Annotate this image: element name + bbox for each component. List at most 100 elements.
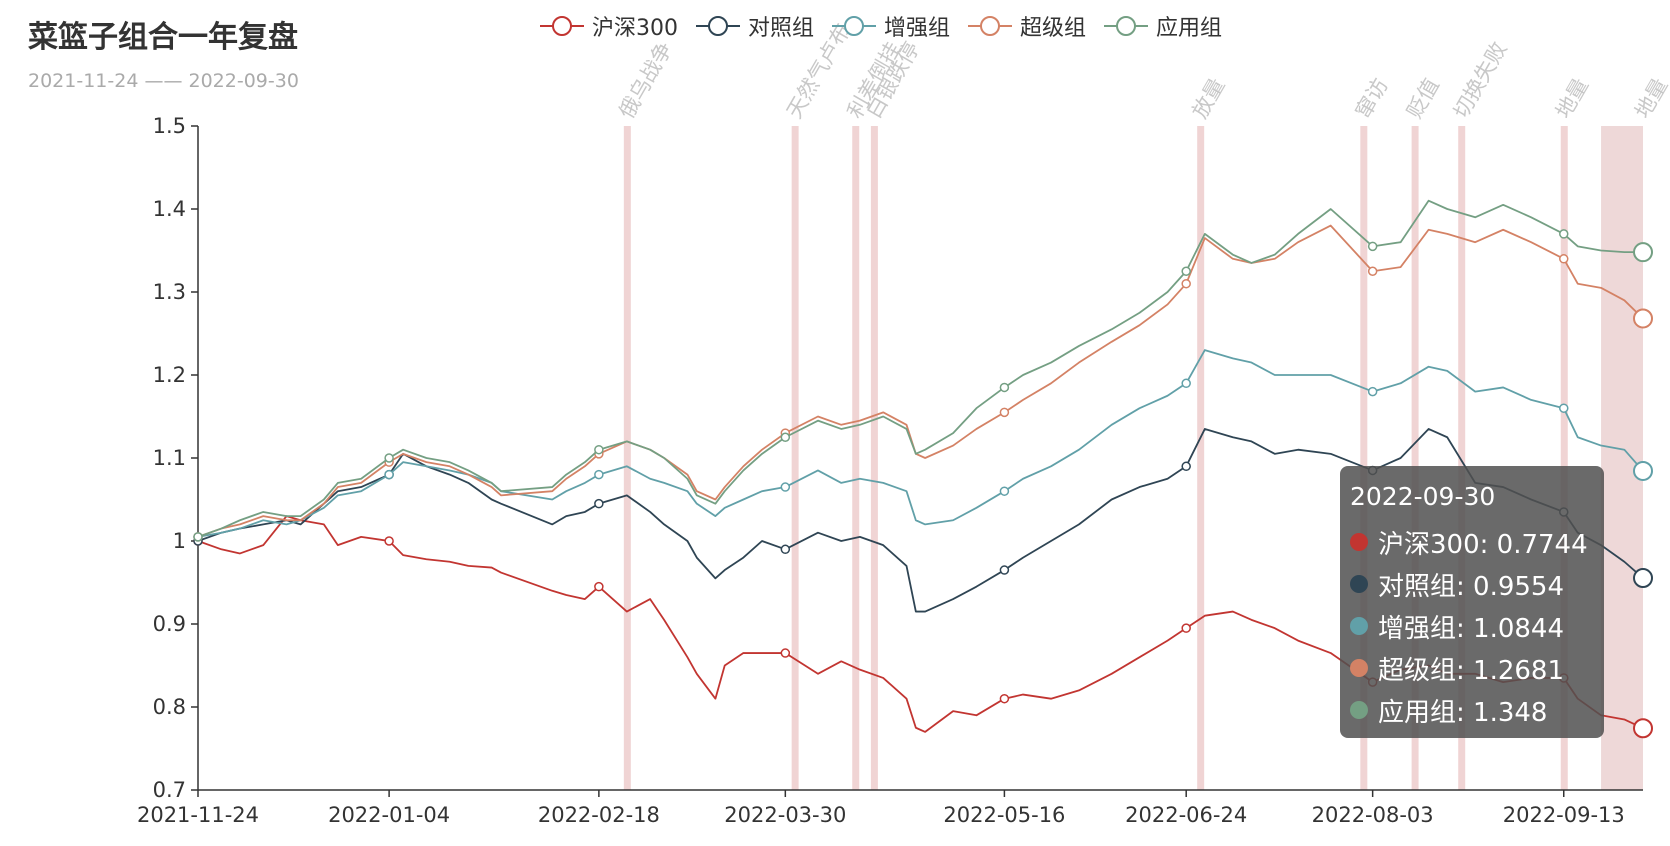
series-point — [1181, 461, 1191, 472]
series-point — [780, 432, 791, 442]
series-endpoint — [1633, 242, 1653, 263]
x-tick-label: 2022-08-03 — [1312, 803, 1434, 827]
x-tick-label: 2022-02-18 — [538, 803, 660, 827]
series-point — [1559, 229, 1569, 239]
tooltip-dot-icon — [1350, 659, 1368, 677]
event-mark-line — [1560, 126, 1568, 790]
series-point — [1559, 403, 1569, 413]
x-tick-label: 2022-05-16 — [943, 803, 1065, 827]
tooltip-row: 应用组: 1.348 — [1350, 689, 1594, 731]
chart-subtitle: 2021-11-24 —— 2022-09-30 — [28, 70, 299, 92]
series-point — [1367, 386, 1378, 397]
series-line-5 — [197, 199, 1643, 538]
series-point — [1181, 266, 1191, 276]
legend-marker-icon — [968, 16, 1013, 36]
tooltip-row: 对照组: 0.9554 — [1350, 563, 1594, 605]
tooltip-row-label: 应用组: 1.348 — [1378, 697, 1548, 728]
series-endpoint — [1633, 460, 1653, 481]
series-point — [780, 482, 791, 492]
tooltip-row: 超级组: 1.2681 — [1350, 647, 1594, 689]
tooltip-dot-icon — [1350, 701, 1368, 719]
tooltip-dot-icon — [1350, 617, 1368, 635]
legend-label: 应用组 — [1156, 16, 1223, 41]
series-point — [999, 565, 1010, 575]
legend-item[interactable]: 增强组 — [832, 10, 950, 42]
series-point — [384, 536, 394, 546]
tooltip-row: 增强组: 1.0844 — [1350, 605, 1594, 647]
x-tick-label: 2022-06-24 — [1125, 803, 1247, 827]
legend-marker-icon — [696, 16, 740, 36]
series-point — [1367, 241, 1378, 252]
legend-marker-icon — [540, 16, 584, 36]
event-mark-line — [1360, 126, 1368, 790]
tooltip-row-label: 增强组: 1.0844 — [1378, 613, 1564, 644]
series-point — [999, 382, 1010, 393]
series-endpoint — [1633, 568, 1653, 589]
x-tick-label: 2022-09-13 — [1503, 803, 1625, 827]
tooltip-date: 2022-09-30 — [1350, 482, 1496, 511]
event-mark-label: 俄乌战争 — [614, 38, 677, 123]
series-point — [999, 693, 1010, 704]
x-tick-label: 2022-03-30 — [724, 803, 846, 827]
series-endpoint — [1633, 718, 1653, 739]
highlight-band — [1601, 126, 1643, 790]
y-tick-label: 1.4 — [153, 197, 186, 221]
series-point — [1181, 378, 1191, 389]
series-line-4 — [197, 224, 1644, 538]
series-point — [384, 453, 394, 463]
series-point — [1181, 623, 1191, 633]
legend-item[interactable]: 沪深300 — [540, 10, 678, 42]
series-point — [1181, 278, 1191, 289]
event-mark-line — [1411, 126, 1419, 790]
event-mark-label: 地量 — [1631, 74, 1670, 122]
chart-title: 菜篮子组合一年复盘 — [28, 20, 298, 55]
event-mark-line — [1197, 126, 1205, 790]
series-point — [1559, 254, 1569, 264]
tooltip-dot-icon — [1350, 575, 1368, 593]
event-mark-line — [791, 126, 799, 790]
series-point — [594, 498, 604, 509]
series-endpoint — [1633, 308, 1653, 329]
event-mark-line — [852, 126, 860, 790]
y-tick-label: 1.1 — [153, 446, 186, 470]
event-mark-label: 贬值 — [1402, 74, 1444, 122]
legend-item[interactable]: 超级组 — [968, 10, 1086, 42]
legend-item[interactable]: 对照组 — [696, 10, 814, 42]
y-tick-label: 0.8 — [153, 695, 186, 719]
y-tick-label: 0.9 — [153, 612, 186, 636]
legend-item[interactable]: 应用组 — [1104, 10, 1222, 42]
series-line-3 — [197, 349, 1644, 538]
tooltip-dot-icon — [1350, 533, 1368, 551]
x-tick-label: 2021-11-24 — [137, 803, 259, 827]
event-mark-label: 地量 — [1551, 74, 1593, 122]
event-mark-line — [623, 126, 631, 790]
tooltip-row-label: 沪深300: 0.7744 — [1378, 529, 1588, 560]
event-mark-label: 放量 — [1188, 74, 1230, 122]
series-point — [999, 486, 1010, 496]
y-tick-label: 1 — [173, 529, 186, 553]
tooltip-row-label: 对照组: 0.9554 — [1378, 571, 1564, 602]
legend-marker-icon — [1104, 16, 1149, 36]
legend-label: 增强组 — [884, 16, 951, 41]
series-point — [594, 581, 604, 592]
tooltip-row: 沪深300: 0.7744 — [1350, 521, 1594, 563]
event-mark-line — [870, 126, 878, 790]
series-point — [193, 532, 203, 542]
y-tick-label: 1.2 — [153, 363, 186, 387]
legend: 沪深300 对照组 增强组 超级组 应用组 — [540, 10, 1222, 42]
legend-label: 超级组 — [1020, 16, 1087, 41]
legend-label: 对照组 — [748, 16, 815, 41]
y-tick-label: 0.7 — [153, 778, 186, 802]
series-point — [594, 469, 604, 480]
series-point — [780, 648, 791, 658]
series-point — [384, 469, 394, 480]
series-point — [1367, 266, 1378, 276]
series-point — [780, 544, 791, 555]
y-tick-label: 1.5 — [153, 114, 186, 138]
legend-label: 沪深300 — [592, 16, 678, 41]
x-tick-label: 2022-01-04 — [328, 803, 450, 827]
y-tick-label: 1.3 — [153, 280, 186, 304]
event-mark-label: 窜访 — [1351, 74, 1393, 122]
series-point — [594, 444, 604, 455]
series-point — [999, 407, 1010, 418]
